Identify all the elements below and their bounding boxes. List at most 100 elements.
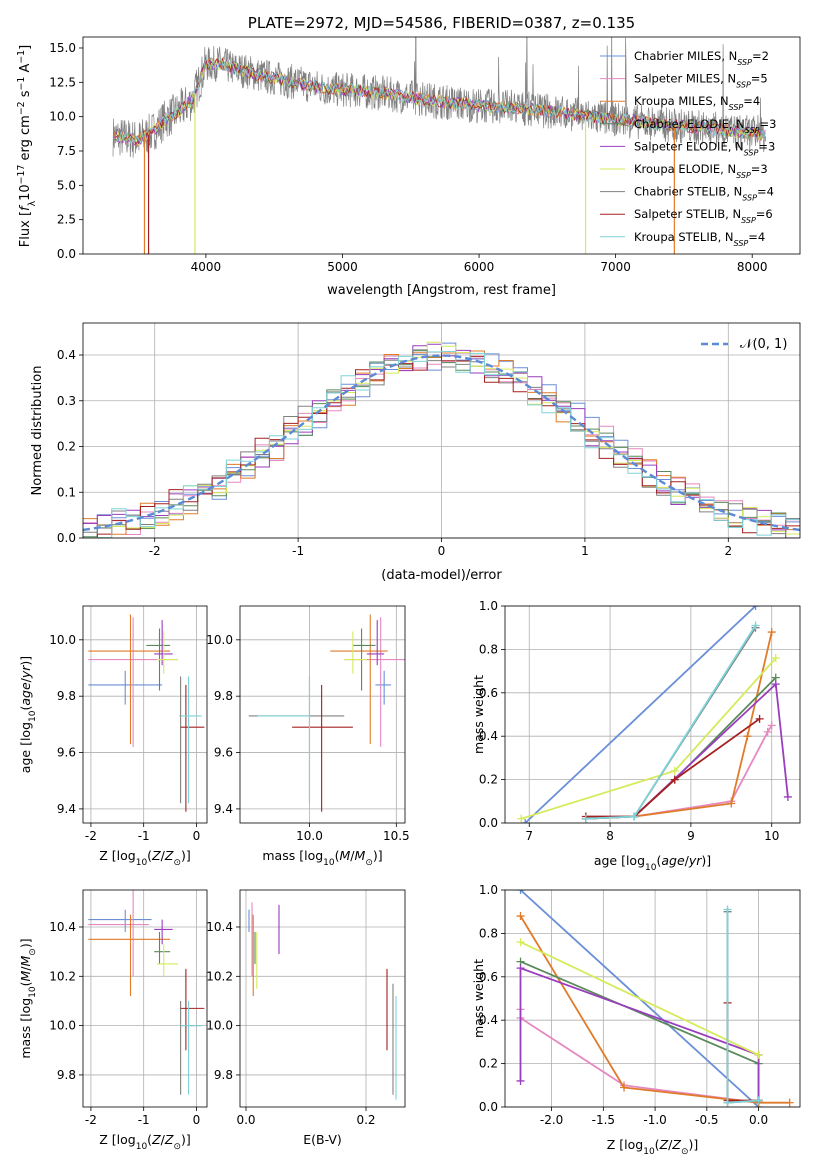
panel-age-vs-mass: 10.0 10.5 9.4 9.6 9.8 10.0 mass [log10(M/M⊙)] — [206, 605, 410, 868]
weight-marker — [521, 819, 530, 823]
tick-label-y: 0.4 — [479, 1013, 498, 1027]
tick-label-x: 8000 — [737, 260, 768, 274]
tick-label-x: -1 — [138, 1113, 150, 1127]
legend-label: Chabrier STELIB, NSSP=4 — [634, 185, 774, 203]
weight-marker — [767, 721, 776, 730]
tick-label-y: 0.8 — [479, 926, 498, 940]
tick-label-x: 0 — [193, 1113, 201, 1127]
legend-label: Kroupa STELIB, NSSP=4 — [634, 230, 765, 248]
legend-label: Salpeter ELODIE, NSSP=3 — [634, 139, 775, 157]
tick-label-y: 9.8 — [214, 689, 233, 703]
axes-frame — [82, 605, 208, 824]
plot-area — [88, 890, 205, 1095]
panel-spectrum: 4000 5000 6000 7000 8000 0.0 2.5 5.0 7.5 10.0 12.5… — [16, 14, 801, 298]
tick-label-y: 0.8 — [479, 642, 498, 656]
weight-marker — [755, 714, 764, 723]
weight-marker — [754, 1050, 763, 1059]
weight-marker — [771, 680, 780, 689]
weight-line — [585, 718, 761, 818]
tick-label-y: 15.0 — [49, 41, 76, 55]
tick-label-x: -1 — [292, 544, 304, 558]
model-line — [114, 58, 766, 146]
tick-label-x: 0.0 — [749, 1113, 768, 1127]
legend-label: Chabrier ELODIE, NSSP=3 — [634, 117, 776, 135]
panel-weight-vs-Z: -2.0 -1.5 -1.0 -0.5 0.0 0.0 0.2 0.4 0.6 0.8 1.0 Z [… — [471, 883, 801, 1157]
weight-marker — [763, 727, 772, 736]
weight-marker — [751, 606, 760, 610]
tick-label-y: 0.6 — [479, 686, 498, 700]
model-line — [116, 57, 766, 145]
panel-mass-vs-ebv: 0.0 0.2 9.8 10.0 10.2 10.4 E(B-V) — [206, 889, 406, 1147]
tick-label-x: 9 — [687, 829, 695, 843]
tick-label-y: 9.6 — [214, 746, 233, 760]
tick-label-x: 10.5 — [383, 829, 410, 843]
tick-label-x: -1.5 — [592, 1113, 615, 1127]
tick-label-y: 10.4 — [49, 920, 76, 934]
tick-label-x: 0 — [438, 544, 446, 558]
plot-area — [83, 341, 800, 538]
y-axis-label: mass weight — [471, 959, 486, 1038]
axes-frame — [239, 889, 406, 1108]
y-axis-label: age [log10(age/yr)] — [18, 656, 38, 773]
normal-curve — [83, 354, 800, 532]
tick-label-y: 0.2 — [57, 440, 76, 454]
weight-marker — [516, 964, 525, 973]
weight-marker — [751, 621, 760, 630]
y-axis-label: Flux [fλ10−17 erg cm−2 s−1 A−1] — [16, 45, 38, 247]
tick-label-y: 0.2 — [479, 1057, 498, 1071]
weight-line — [520, 960, 760, 1101]
plot-area — [248, 902, 397, 1100]
y-axis-label: mass [log10(M/M⊙)] — [18, 938, 38, 1058]
weight-marker — [516, 938, 525, 947]
tick-label-y: 0.4 — [479, 729, 498, 743]
plot-area — [112, 37, 767, 254]
tick-label-y: 10.4 — [206, 920, 233, 934]
weight-marker — [743, 732, 752, 741]
plot-area — [248, 614, 405, 812]
weight-marker — [727, 799, 736, 808]
plot-area — [517, 606, 792, 823]
weight-marker — [620, 1083, 629, 1092]
tick-label-y: 9.8 — [57, 1068, 76, 1082]
tick-label-x: -2 — [149, 544, 161, 558]
tick-label-x: 5000 — [327, 260, 358, 274]
tick-label-x: 2 — [724, 544, 732, 558]
tick-label-y: 0.0 — [479, 1100, 498, 1114]
legend-label: Chabrier MILES, NSSP=2 — [634, 49, 769, 67]
tick-label-x: -0.5 — [695, 1113, 718, 1127]
tick-label-x: 7000 — [600, 260, 631, 274]
legend-label: Salpeter MILES, NSSP=5 — [634, 72, 768, 90]
tick-label-x: -2 — [85, 1113, 97, 1127]
tick-label-y: 0.0 — [57, 531, 76, 545]
weight-marker — [783, 792, 792, 801]
tick-label-x: -1 — [138, 829, 150, 843]
tick-label-y: 1.0 — [479, 599, 498, 613]
tick-label-y: 0.4 — [57, 348, 76, 362]
weight-marker — [670, 775, 679, 784]
tick-label-y: 7.5 — [57, 144, 76, 158]
x-axis-label: wavelength [Angstrom, rest frame] — [327, 283, 556, 298]
tick-label-y: 0.0 — [57, 247, 76, 261]
tick-label-x: 0 — [193, 829, 201, 843]
tick-label-y: 10.0 — [206, 633, 233, 647]
weight-line — [519, 915, 790, 1104]
tick-label-y: 0.1 — [57, 485, 76, 499]
weight-marker — [723, 905, 732, 914]
tick-label-x: -2.0 — [540, 1113, 563, 1127]
tick-label-y: 10.2 — [206, 969, 233, 983]
tick-label-y: 10.0 — [206, 1019, 233, 1033]
weight-marker — [771, 654, 780, 663]
tick-label-x: 1 — [581, 544, 589, 558]
x-axis-label: E(B-V) — [303, 1132, 342, 1147]
weight-line — [520, 941, 759, 1056]
y-axis-label: mass weight — [471, 675, 486, 754]
x-axis-label: (data-model)/error — [381, 568, 502, 583]
tick-label-x: 0.2 — [356, 1113, 375, 1127]
weight-marker — [516, 890, 525, 894]
axes-frame — [82, 889, 208, 1108]
tick-label-y: 0.2 — [479, 773, 498, 787]
tick-label-y: 0.3 — [57, 394, 76, 408]
panel-residuals: -2 -1 0 1 2 0.0 0.1 0.2 0.3 0.4 (data-model)/error… — [30, 322, 801, 583]
plot-area — [88, 614, 205, 812]
plot-area — [516, 890, 794, 1107]
